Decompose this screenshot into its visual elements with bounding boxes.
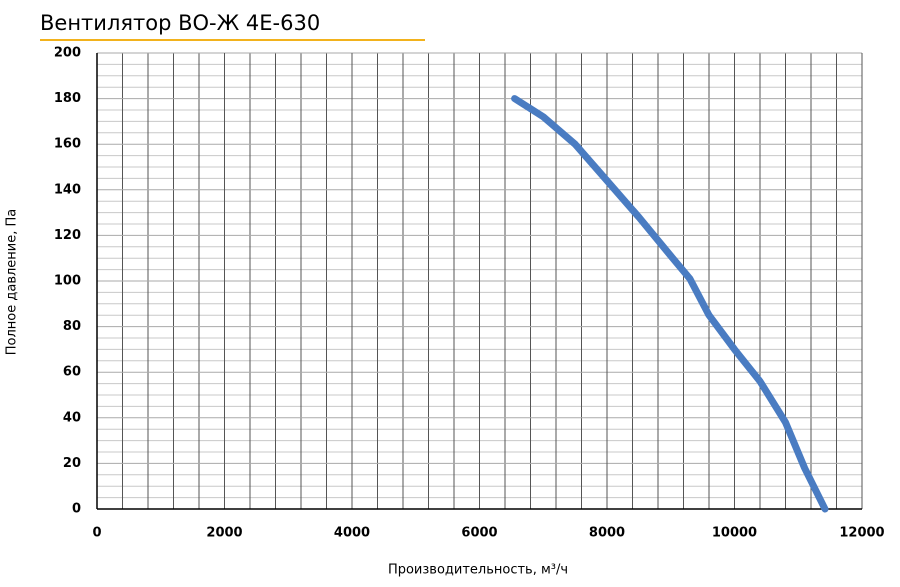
y-tick-label: 20 — [63, 456, 81, 471]
y-tick-label: 160 — [54, 137, 81, 152]
y-tick-label: 140 — [54, 182, 81, 197]
data-line — [511, 95, 829, 513]
x-tick-label: 8000 — [589, 526, 625, 541]
x-axis-title: Производительность, м³/ч — [388, 563, 568, 578]
x-tick-label: 4000 — [334, 526, 370, 541]
y-tick-label: 60 — [63, 365, 81, 380]
x-tick-label: 6000 — [461, 526, 497, 541]
y-tick-label: 120 — [54, 228, 81, 243]
y-tick-label: 0 — [72, 502, 81, 517]
x-tick-label: 12000 — [839, 526, 884, 541]
x-tick-label: 0 — [92, 526, 101, 541]
x-tick-label: 10000 — [712, 526, 757, 541]
y-tick-label: 100 — [54, 274, 81, 289]
y-tick-label: 180 — [54, 91, 81, 106]
y-tick-label: 40 — [63, 410, 81, 425]
chart-title: Вентилятор ВО-Ж 4Е-630 — [40, 11, 320, 35]
x-tick-label: 2000 — [206, 526, 242, 541]
y-axis-title: Полное давление, Па — [5, 209, 20, 356]
grid — [96, 52, 863, 510]
y-tick-label: 200 — [54, 46, 81, 61]
y-tick-label: 80 — [63, 319, 81, 334]
